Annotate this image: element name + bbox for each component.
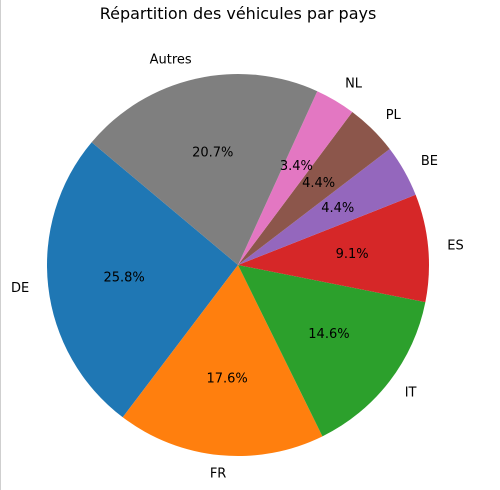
- category-label-fr: FR: [210, 467, 227, 482]
- pie-slice-nl: [238, 91, 353, 265]
- percent-label-de: 25.8%: [103, 270, 144, 285]
- category-label-nl: NL: [345, 77, 363, 92]
- pie-slice-pl: [238, 111, 390, 265]
- pie-slice-de: [47, 142, 238, 418]
- chart-title: Répartition des véhicules par pays: [100, 4, 377, 23]
- category-labels: DE FR IT ES BE PL NL Autres: [11, 53, 464, 482]
- percent-label-fr: 17.6%: [206, 372, 247, 387]
- percent-label-it: 14.6%: [308, 327, 349, 342]
- pie-slice-be: [238, 148, 416, 265]
- category-label-es: ES: [447, 239, 463, 254]
- category-label-be: BE: [421, 154, 438, 169]
- pie-slice-autres: [91, 73, 318, 265]
- percent-label-es: 9.1%: [336, 247, 369, 262]
- category-label-pl: PL: [386, 108, 402, 123]
- percent-labels: 25.8% 17.6% 14.6% 9.1% 4.4% 4.4% 3.4% 20.7%: [103, 146, 368, 387]
- left-border-line: [0, 0, 1, 490]
- percent-label-pl: 4.4%: [302, 176, 335, 191]
- pie-slice-es: [238, 194, 429, 303]
- percent-label-nl: 3.4%: [280, 159, 313, 174]
- percent-label-be: 4.4%: [321, 201, 354, 216]
- category-label-it: IT: [405, 385, 417, 400]
- percent-label-autres: 20.7%: [192, 146, 233, 161]
- pie-slice-it: [238, 265, 426, 437]
- pie-slice-fr: [122, 265, 323, 457]
- category-label-de: DE: [11, 281, 29, 296]
- category-label-autres: Autres: [150, 53, 192, 68]
- pie-slices: [47, 73, 429, 457]
